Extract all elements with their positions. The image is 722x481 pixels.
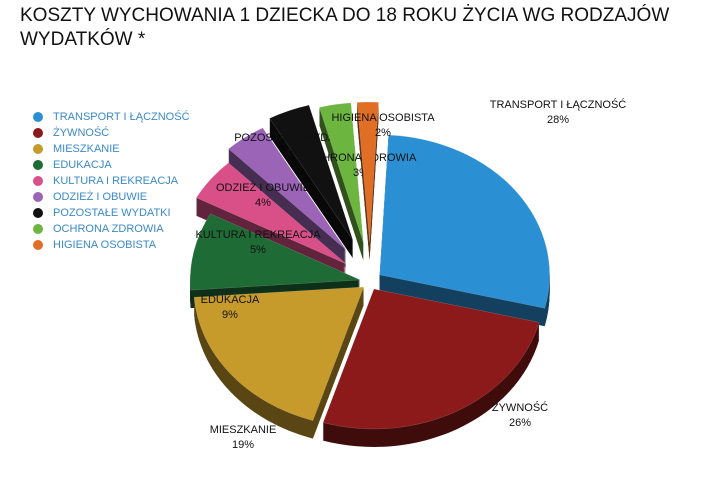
slice-label: KULTURA I REKREACJA [195,229,321,241]
slice-value-label: 2% [375,127,391,139]
slice-label: ODZIEŻ I OBUWIE [216,181,310,194]
legend-label: EDUKACJA [53,159,112,171]
legend-label: KULTURA I REKREACJA [53,175,179,187]
legend-label: POZOSTAŁE WYDATKI [53,207,171,219]
legend-marker [33,224,43,234]
slice-value-label: 4% [255,197,271,209]
legend-label: TRANSPORT I ŁĄCZNOŚĆ [53,110,190,123]
slice [319,102,364,243]
slice-value-label: 19% [232,439,254,451]
slice-label: TRANSPORT I ŁĄCZNOŚĆ [490,98,627,111]
slice [189,213,361,291]
legend-label: ŻYWNOŚĆ [53,126,109,139]
slice [269,104,354,241]
legend-label: ODZIEŻ I OBUWIE [53,190,147,203]
legend-marker [33,192,43,202]
slice-label: HIGIENA OSOBISTA [331,112,435,124]
slice-label: MIESZKANIE [210,424,277,436]
legend-marker [33,176,43,186]
slice-value-label: 28% [547,114,569,126]
legend-marker [33,160,43,170]
slice-value-label: 4% [285,147,301,159]
legend-marker [33,240,43,250]
legend-marker [33,208,43,218]
legend-label: HIGIENA OSOBISTA [53,239,157,251]
legend-marker [33,144,43,154]
slice [379,134,550,309]
slice [322,288,540,430]
slice-label: EDUKACJA [201,294,260,306]
slice-label: POZOSTAŁE WYDATKI [234,132,352,144]
slice [228,127,347,251]
slice-label: OCHRONA ZDROWIA [306,152,417,164]
slice [356,101,379,243]
slice [193,286,365,421]
legend-marker [33,128,43,138]
slice-value-label: 5% [250,244,266,256]
slice-label: ŻYWNOŚĆ [492,401,548,414]
legend-label: OCHRONA ZDROWIA [53,223,164,235]
legend-marker [33,112,43,122]
slice [195,162,347,265]
legend-label: MIESZKANIE [53,143,120,155]
chart-title: KOSZTY WYCHOWANIA 1 DZIECKA DO 18 ROKU Ż… [20,5,670,50]
slice-value-label: 26% [509,417,531,429]
slice-value-label: 9% [222,309,238,321]
